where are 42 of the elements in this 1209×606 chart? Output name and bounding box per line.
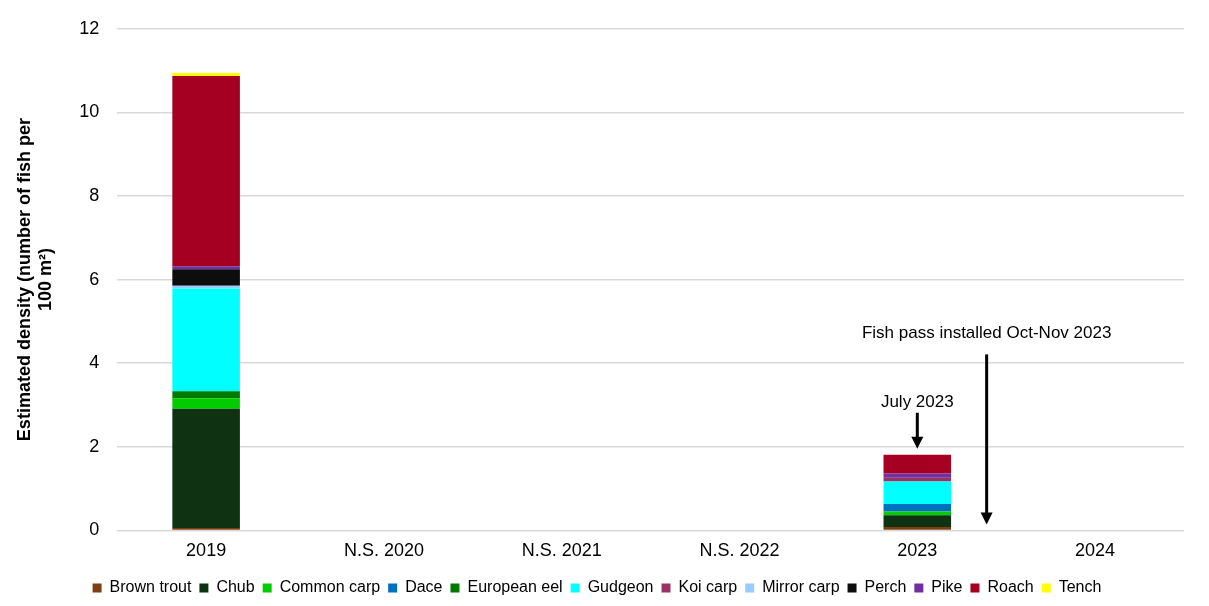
- bar: [883, 504, 952, 512]
- y-tick-label: 8: [89, 184, 100, 205]
- bar: [883, 454, 952, 474]
- annotation: July 2023: [880, 391, 954, 411]
- legend-label: Roach: [987, 578, 1034, 596]
- y-tick-label: 4: [89, 352, 100, 373]
- bar: [883, 481, 952, 505]
- y-tick-label: 12: [79, 17, 100, 38]
- bar: [172, 76, 240, 267]
- y-tick-label: 0: [89, 519, 100, 540]
- legend-label: Dace: [405, 578, 443, 596]
- x-tick-label: 2019: [186, 540, 227, 561]
- legend-label: Pike: [931, 578, 963, 596]
- legend-label: Koi carp: [678, 578, 738, 596]
- legend-label: European eel: [467, 578, 563, 596]
- x-tick-label: 2023: [897, 540, 938, 561]
- legend-label: Common carp: [279, 578, 381, 596]
- bar: [172, 73, 240, 77]
- x-tick-label: N.S. 2020: [343, 540, 424, 561]
- bar: [172, 398, 240, 409]
- annotation: Fish pass installed Oct-Nov 2023: [861, 323, 1112, 343]
- legend-label: Perch: [864, 578, 907, 596]
- legend-label: Tench: [1058, 578, 1102, 596]
- bar: [172, 391, 240, 399]
- y-tick-label: 6: [89, 268, 100, 289]
- y-tick-label: 10: [79, 101, 100, 122]
- legend-label: Mirror carp: [762, 578, 840, 596]
- legend-label: Brown trout: [109, 578, 192, 596]
- x-tick-label: N.S. 2022: [699, 540, 780, 561]
- x-tick-label: N.S. 2021: [521, 540, 602, 561]
- bar: [883, 527, 952, 530]
- bar: [172, 269, 240, 286]
- x-tick-label: 2024: [1075, 540, 1116, 561]
- bar: [172, 266, 240, 270]
- y-tick-label: 2: [89, 435, 100, 456]
- bar: [172, 288, 240, 392]
- legend-label: Gudgeon: [587, 578, 654, 596]
- bar: [883, 515, 952, 528]
- y-axis-title: Estimated density (number of fish per 100 m²): [13, 118, 56, 442]
- legend-label: Chub: [216, 578, 255, 596]
- bar: [172, 408, 240, 528]
- bar: [883, 473, 952, 478]
